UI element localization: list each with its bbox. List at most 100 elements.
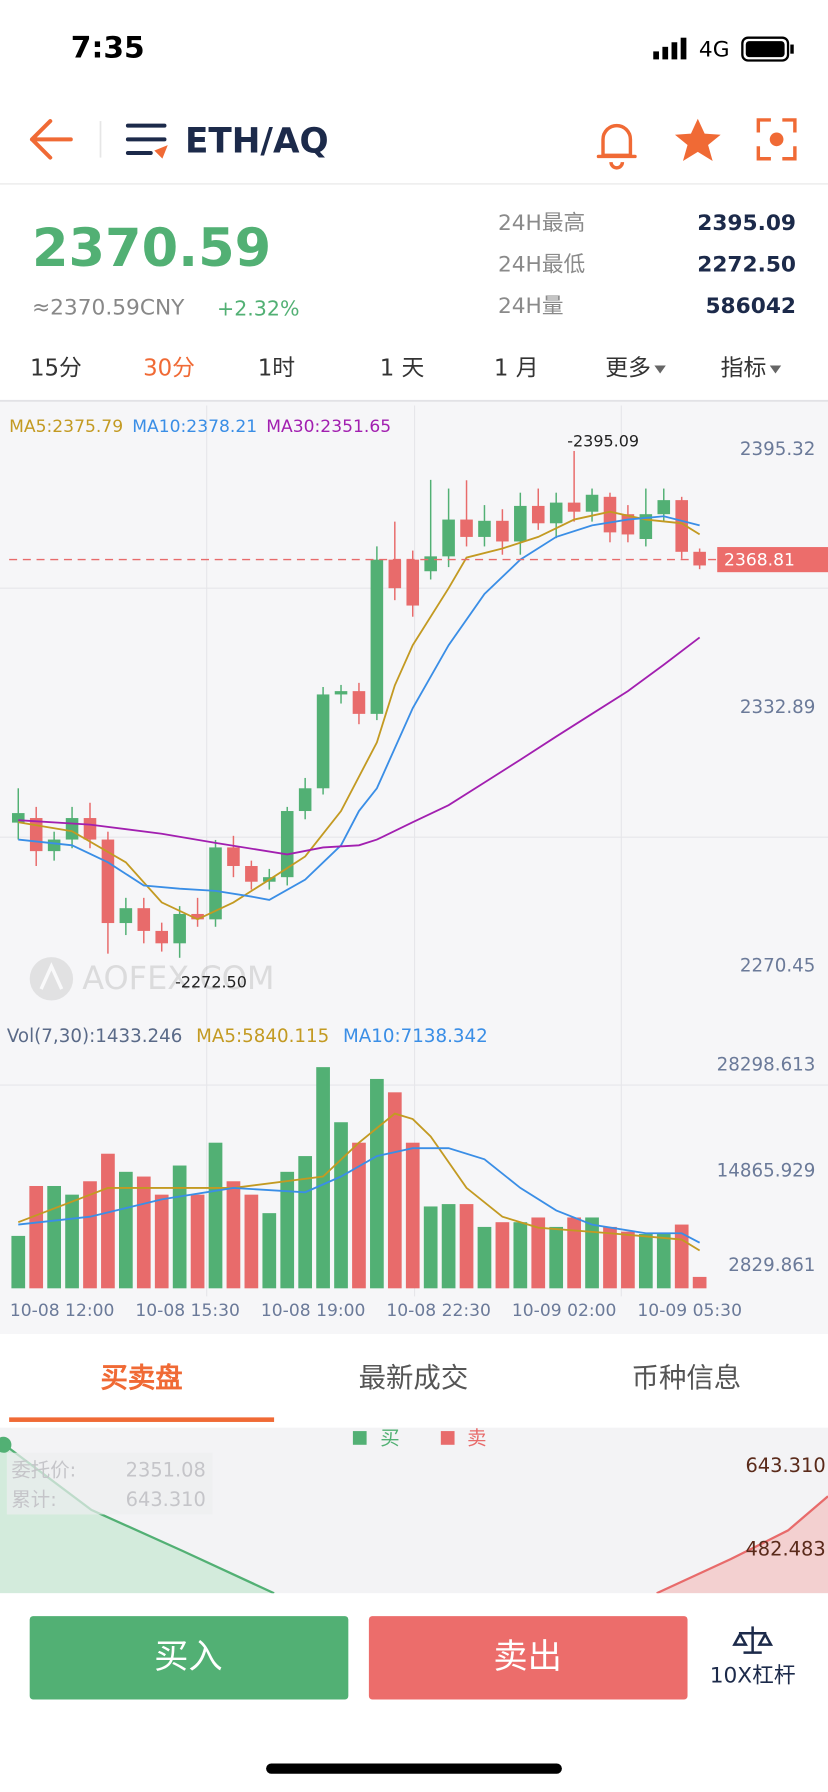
interval-tab[interactable]: 1 天 xyxy=(380,355,425,381)
depth-cursor xyxy=(0,1436,12,1453)
max-label: -2395.09 xyxy=(567,431,639,450)
candle-body xyxy=(585,494,599,512)
candle-body xyxy=(352,691,366,714)
buy-button[interactable] xyxy=(29,1616,349,1700)
candle-body xyxy=(424,556,437,572)
ma-line xyxy=(18,510,701,921)
candle-body xyxy=(442,519,455,557)
volume-bar xyxy=(172,1165,187,1289)
leverage-icon[interactable] xyxy=(732,1626,774,1654)
candle-body xyxy=(567,502,581,512)
signal-icon xyxy=(653,37,687,60)
candle-body xyxy=(47,839,61,852)
volume-bar xyxy=(603,1226,617,1289)
interval-tab[interactable]: 1时 xyxy=(258,355,295,381)
volume-bar xyxy=(477,1226,492,1289)
tab-indicator xyxy=(9,1417,275,1422)
interval-tab[interactable]: 15分 xyxy=(30,355,82,381)
sell-button[interactable] xyxy=(368,1616,688,1700)
depth-axis-label: 643.310 xyxy=(745,1454,825,1477)
legend-item: MA5:2375.79 xyxy=(9,417,123,437)
network: 4G xyxy=(699,37,730,62)
volume-bar xyxy=(495,1222,510,1289)
volume-bar xyxy=(83,1181,97,1289)
volume-bar xyxy=(423,1206,438,1289)
volume-bar xyxy=(101,1153,115,1289)
volume-bar xyxy=(513,1222,528,1289)
legend-item: MA30:2351.65 xyxy=(266,417,391,437)
candle-body xyxy=(155,930,168,944)
home-indicator xyxy=(266,1763,562,1774)
volume-bar xyxy=(334,1122,348,1289)
status-time: 7:35 xyxy=(71,31,145,66)
volume-bar xyxy=(226,1181,241,1289)
volume-bar xyxy=(136,1176,151,1289)
y-tick-label: 28298.613 xyxy=(717,1055,816,1076)
favorite-button[interactable] xyxy=(674,118,721,162)
y-tick-label: 2395.32 xyxy=(740,439,816,460)
volume-bar xyxy=(459,1204,474,1289)
last-price: 2370.59 xyxy=(32,218,271,279)
candle-body xyxy=(83,818,97,840)
legend-item: MA10:7138.342 xyxy=(343,1026,488,1047)
candle-body xyxy=(406,559,420,606)
interval-tab[interactable]: 30分 xyxy=(143,355,195,381)
scan-button[interactable] xyxy=(756,118,797,161)
legend-swatch xyxy=(352,1431,367,1445)
leverage-label[interactable]: 10X杠杆 xyxy=(710,1664,796,1689)
candle-body xyxy=(675,500,688,552)
watermark: AOFEX.COM xyxy=(29,957,274,1001)
candle-body xyxy=(227,847,240,867)
last-price-tag xyxy=(717,547,828,573)
y-tick-label: 14865.929 xyxy=(717,1160,816,1181)
volume-bar xyxy=(190,1194,205,1289)
candle-body xyxy=(514,505,527,542)
x-tick-label: 10-08 12:00 xyxy=(10,1301,115,1321)
tab[interactable]: 买卖盘 xyxy=(101,1362,183,1394)
legend-label: 买 xyxy=(380,1427,399,1450)
ma-line xyxy=(18,636,701,856)
interval-tab[interactable]: 指标 xyxy=(721,355,767,381)
candle-body xyxy=(11,813,25,823)
grid xyxy=(0,405,828,1297)
depth-tooltip xyxy=(6,1452,213,1515)
candle-body xyxy=(65,818,79,840)
stat-label: 24H最低 xyxy=(498,253,585,278)
legend-item: Vol(7,30):1433.246 xyxy=(7,1026,183,1047)
candle-body xyxy=(280,811,294,878)
volume-bar xyxy=(29,1185,44,1289)
ma-line xyxy=(18,515,700,901)
tab[interactable]: 最新成交 xyxy=(359,1363,469,1394)
stat-label: 24H最高 xyxy=(498,211,585,236)
ma-line xyxy=(17,1112,701,1252)
menu-button[interactable] xyxy=(125,123,168,159)
volume-bar xyxy=(352,1142,366,1289)
volume-bar xyxy=(656,1234,671,1289)
y-tick-label: 2270.45 xyxy=(740,955,816,976)
x-tick-label: 10-09 05:30 xyxy=(637,1301,742,1321)
candle-body xyxy=(460,519,473,537)
volume-bar xyxy=(208,1142,223,1289)
back-button[interactable] xyxy=(29,119,73,160)
legend-label: 卖 xyxy=(467,1427,486,1450)
interval-tab[interactable]: 1 月 xyxy=(494,355,539,381)
volume-bar xyxy=(638,1234,653,1289)
candle-body xyxy=(209,847,222,920)
tab[interactable]: 币种信息 xyxy=(632,1363,742,1394)
volume-bar xyxy=(298,1156,313,1289)
candle-body xyxy=(657,500,671,515)
cny-price: ≈2370.59CNY xyxy=(32,295,185,320)
interval-tab[interactable]: 更多 xyxy=(605,355,651,381)
candle-body xyxy=(388,559,402,589)
tooltip-value: 643.310 xyxy=(126,1488,206,1511)
y-tick-label: 2332.89 xyxy=(740,697,816,718)
tooltip-label: 委托价: xyxy=(11,1459,76,1482)
alert-button[interactable] xyxy=(596,123,637,170)
candle-body xyxy=(173,913,186,944)
volume-bar xyxy=(674,1224,689,1289)
depth-bids xyxy=(0,1441,275,1594)
stat-value: 2272.50 xyxy=(697,253,796,278)
volume-bar xyxy=(585,1217,599,1289)
volume-bar xyxy=(316,1067,330,1289)
last-price-label: 2368.81 xyxy=(724,551,795,571)
